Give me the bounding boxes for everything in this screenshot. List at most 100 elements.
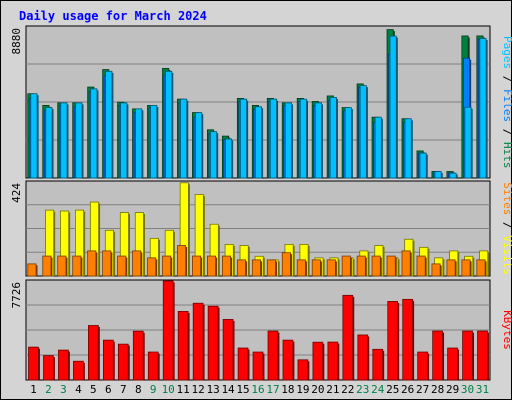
bar-shadow	[278, 261, 280, 276]
sites-bar	[341, 255, 351, 277]
bar-shadow	[351, 109, 353, 178]
panel-1: 8880 Pages / Files / Hits	[10, 25, 512, 179]
x-tick-label: 7	[120, 383, 127, 396]
kbytes-bar	[357, 334, 369, 381]
bar-shadow	[262, 353, 265, 380]
y-max-label: 8880	[10, 28, 23, 55]
bar-shadow	[308, 245, 310, 276]
bar-shadow	[231, 140, 234, 178]
pages-bar	[120, 102, 128, 179]
sites-bar	[147, 257, 157, 277]
sites-bar	[251, 259, 261, 277]
x-tick-label: 29	[446, 383, 459, 396]
sites-bar	[117, 255, 127, 277]
bar-shadow	[305, 261, 307, 276]
bar-shadow	[411, 120, 413, 178]
pages-bar	[269, 98, 277, 179]
bar-shadow	[173, 282, 175, 380]
kbytes-bar	[88, 325, 99, 381]
sites-bar	[326, 259, 336, 277]
x-tick-label: 12	[192, 383, 205, 396]
kbytes-bar	[342, 294, 354, 381]
bar-shadow	[218, 225, 220, 276]
bar-shadow	[410, 252, 412, 276]
bar-shadow	[382, 350, 385, 380]
x-tick-label: 18	[281, 383, 294, 396]
kbytes-bar	[372, 348, 384, 381]
bar-shadow	[382, 247, 385, 276]
pages-bar	[359, 85, 367, 179]
bar-shadow	[230, 257, 233, 276]
bar-shadow	[67, 104, 69, 178]
x-tick-label: 23	[356, 383, 369, 396]
kbytes-bar	[192, 302, 204, 381]
pages-bar	[135, 108, 143, 179]
x-tick-label: 25	[386, 383, 399, 396]
pages-bar	[404, 118, 412, 179]
bar-shadow	[143, 332, 145, 380]
bar-shadow	[441, 172, 443, 178]
bar-shadow	[412, 240, 415, 276]
bar-shadow	[83, 211, 86, 276]
bar-shadow	[367, 336, 370, 380]
sites-bar	[431, 263, 441, 277]
bar-shadow	[203, 304, 205, 380]
bar-shadow	[261, 108, 264, 178]
bar-shadow	[307, 361, 310, 380]
pages-bar	[90, 88, 98, 179]
bar-shadow	[335, 261, 337, 276]
sites-bar	[221, 255, 232, 277]
pages-bar	[195, 112, 203, 179]
bar-shadow	[170, 257, 173, 276]
bar-shadow	[486, 39, 488, 178]
kbytes-bar	[252, 351, 264, 381]
pages-bar	[389, 35, 397, 179]
series-label-part: Sites	[501, 182, 512, 215]
x-tick-label: 21	[326, 383, 339, 396]
bar-shadow	[440, 265, 442, 276]
bar-shadow	[365, 257, 367, 276]
series-label: Sites / Visits	[501, 182, 512, 275]
bar-shadow	[140, 252, 143, 276]
bar-shadow	[185, 247, 188, 276]
pages-bar	[239, 98, 248, 179]
kbytes-bar	[162, 280, 174, 381]
x-tick-label: 2	[45, 383, 52, 396]
pages-bar	[150, 105, 158, 179]
y-max-label: 424	[10, 183, 23, 203]
x-tick-label: 17	[266, 383, 279, 396]
kbytes-bar	[387, 301, 399, 381]
series-label-part: Visits	[501, 235, 512, 275]
series-label: KBytes	[501, 310, 512, 350]
bar-shadow	[50, 257, 53, 276]
sites-bar	[416, 255, 426, 277]
bar-shadow	[397, 259, 400, 276]
bar-shadow	[455, 261, 457, 276]
series-label-part: Pages	[501, 36, 512, 69]
bar-shadow	[65, 257, 68, 276]
kbytes-bar	[207, 305, 219, 381]
bar-shadow	[485, 261, 487, 276]
bar-shadow	[110, 252, 113, 276]
x-tick-label: 28	[431, 383, 444, 396]
bar-shadow	[98, 203, 101, 276]
bar-shadow	[487, 332, 489, 380]
sites-bar	[476, 259, 486, 277]
kbytes-bar	[222, 319, 234, 381]
sites-bar	[401, 250, 411, 277]
bar-shadow	[113, 341, 115, 380]
pages-bar	[210, 131, 218, 179]
bar-shadow	[487, 252, 490, 276]
sites-bar	[207, 255, 217, 277]
bar-shadow	[158, 239, 160, 276]
pages-bar	[60, 102, 68, 179]
kbytes-bar	[462, 330, 473, 381]
bar-shadow	[456, 174, 458, 178]
bar-shadow	[68, 351, 70, 380]
bar-shadow	[203, 195, 205, 276]
bar-shadow	[470, 261, 472, 276]
bar-shadow	[218, 307, 220, 380]
kbytes-bar	[477, 330, 488, 381]
bar-shadow	[396, 37, 398, 179]
x-tick-label: 6	[105, 383, 112, 396]
